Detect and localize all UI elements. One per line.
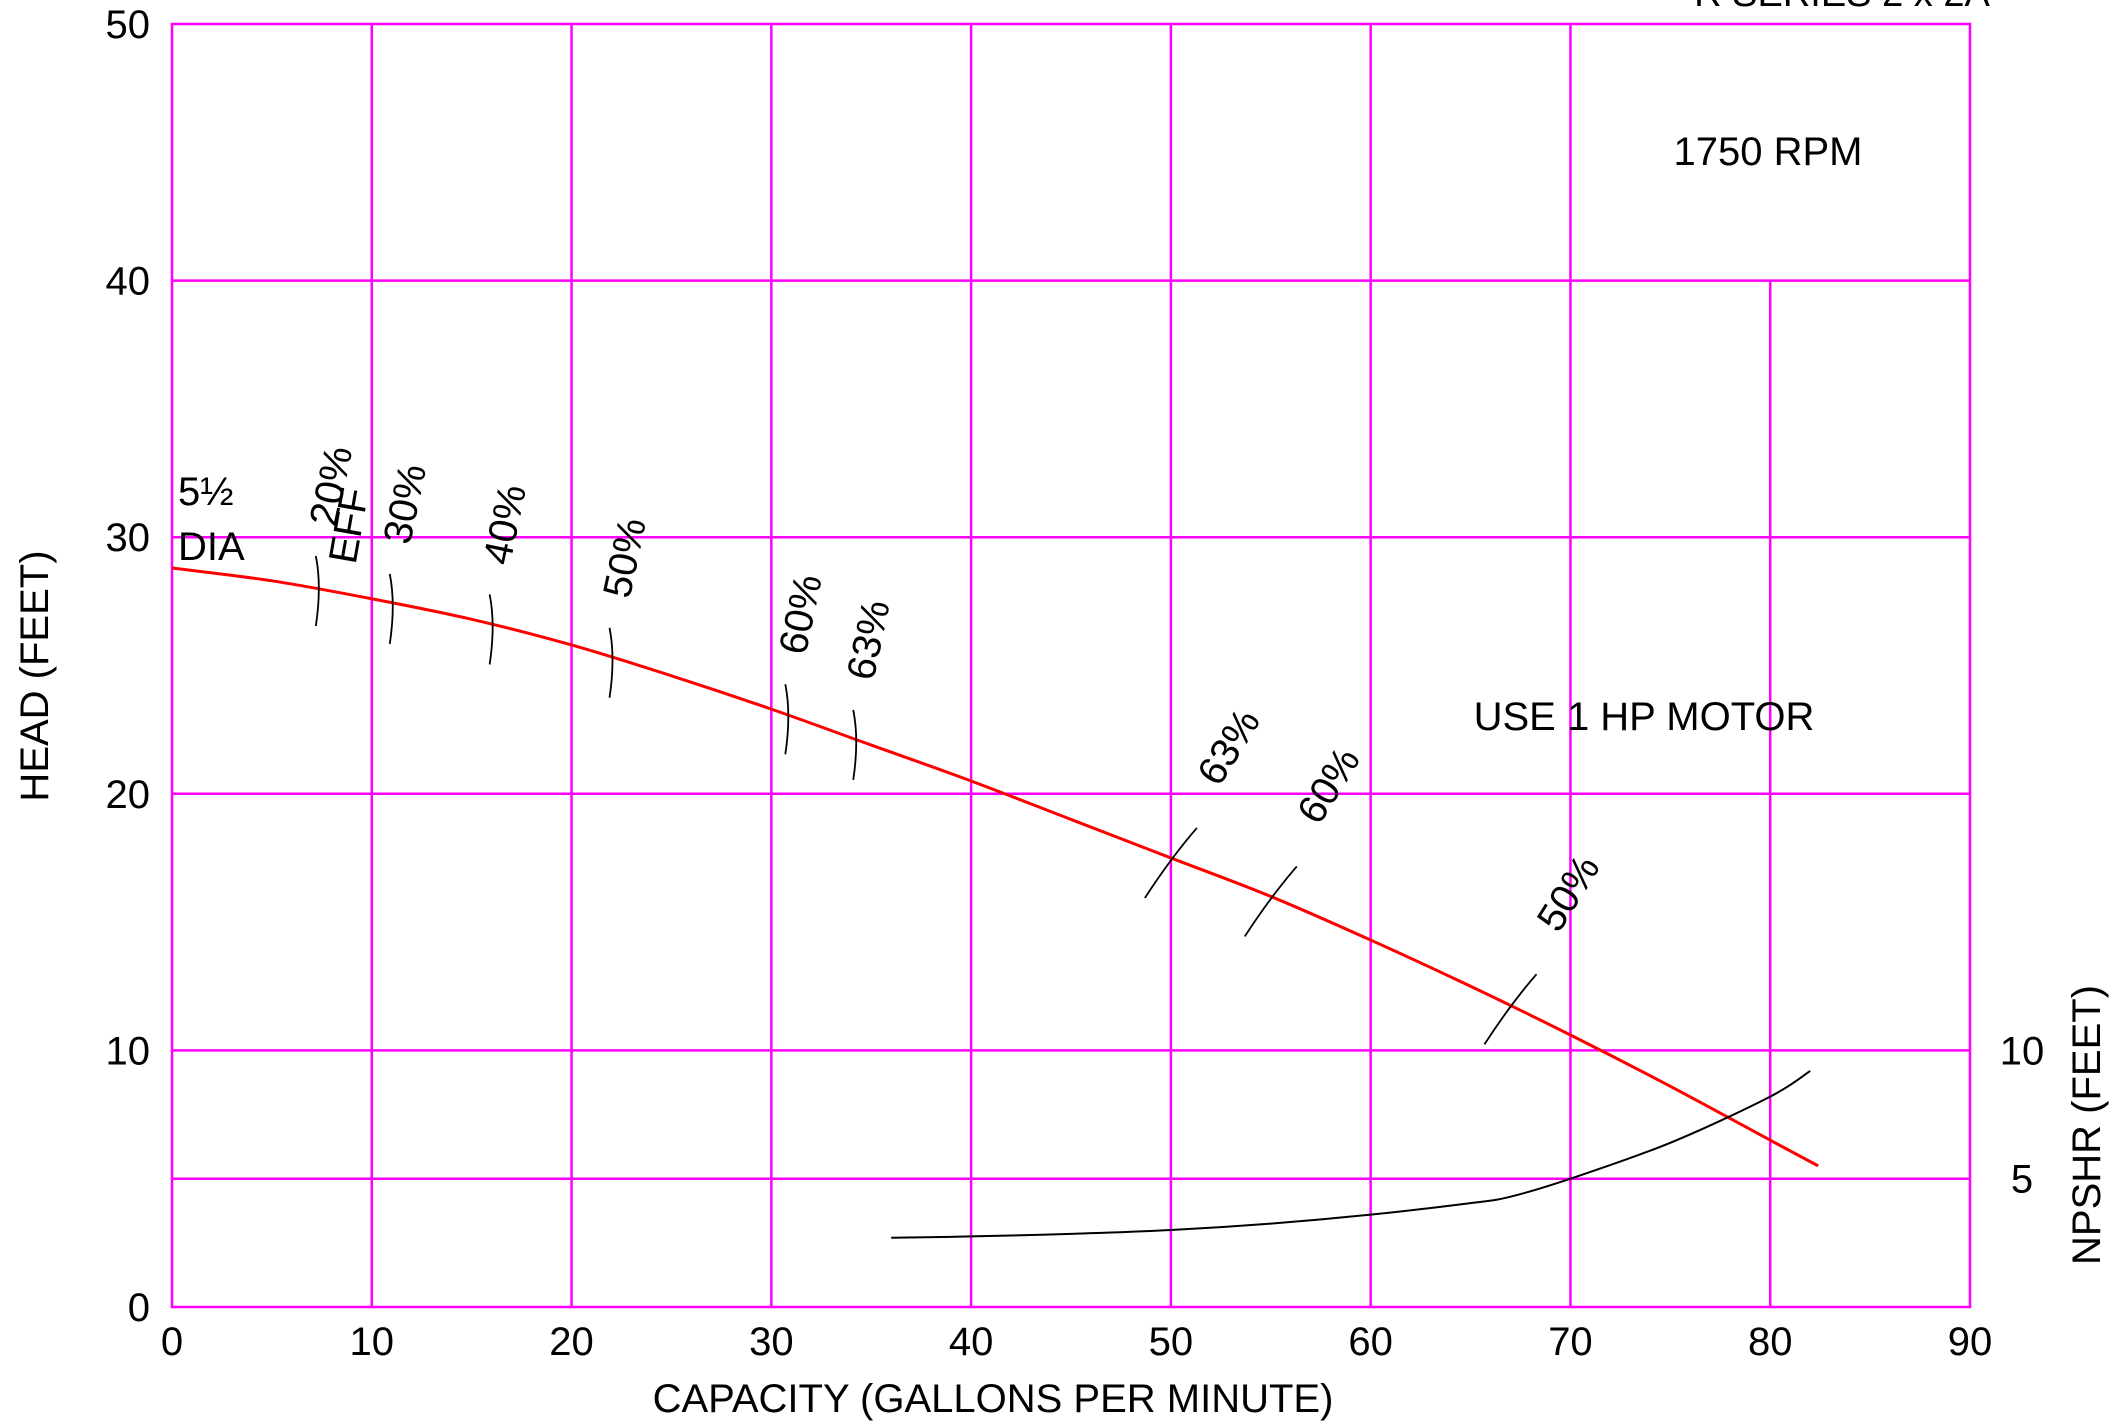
series bbox=[171, 566, 1819, 1239]
x-axis-label: CAPACITY (GALLONS PER MINUTE) bbox=[653, 1377, 1334, 1421]
efficiency-tick bbox=[314, 555, 320, 627]
efficiency-tick bbox=[608, 627, 614, 698]
x-tick-label: 80 bbox=[1748, 1320, 1793, 1364]
efficiency-tick bbox=[488, 594, 494, 665]
y2-tick-label: 5 bbox=[2011, 1158, 2033, 1202]
y-tick-label: 30 bbox=[106, 516, 151, 560]
efficiency-tick bbox=[1244, 865, 1298, 937]
x-tick-label: 70 bbox=[1548, 1320, 1593, 1364]
diameter-label-line2: DIA bbox=[178, 525, 245, 569]
motor-label: USE 1 HP MOTOR bbox=[1474, 695, 1815, 739]
x-tick-label: 60 bbox=[1348, 1320, 1393, 1364]
efficiency-tick bbox=[784, 684, 790, 755]
x-tick-label: 40 bbox=[949, 1320, 994, 1364]
efficiency-tick bbox=[1144, 827, 1198, 899]
efficiency-tick bbox=[388, 573, 394, 645]
diameter-label-line1: 5½ bbox=[178, 470, 234, 514]
npshr-curve-series bbox=[891, 1070, 1811, 1239]
plot-frame bbox=[170, 22, 1972, 1309]
rpm-label: 1750 RPM bbox=[1674, 130, 1863, 174]
head-curve-series bbox=[171, 566, 1819, 1168]
x-tick-label: 50 bbox=[1149, 1320, 1194, 1364]
y-axis-label: HEAD (FEET) bbox=[13, 550, 57, 801]
y-tick-label: 20 bbox=[106, 773, 151, 817]
x-tick-label: 20 bbox=[549, 1320, 594, 1364]
tick-labels: 0 10 20 30 40 50 60 70 80 90 0 10 20 30 40 50 5 10 bbox=[106, 3, 2045, 1364]
x-tick-label: 10 bbox=[350, 1320, 395, 1364]
y-tick-label: 0 bbox=[128, 1286, 150, 1330]
x-tick-label: 30 bbox=[749, 1320, 794, 1364]
grid bbox=[170, 22, 1972, 1309]
chart-title: R SERIES 2 x 2A bbox=[1694, 0, 1990, 15]
efficiency-tick bbox=[1483, 973, 1538, 1045]
efficiency-tick bbox=[852, 709, 858, 781]
x-tick-label: 90 bbox=[1948, 1320, 1993, 1364]
y-tick-label: 10 bbox=[106, 1029, 151, 1073]
y-tick-label: 50 bbox=[106, 3, 151, 47]
y2-tick-label: 10 bbox=[2000, 1029, 2045, 1073]
y-tick-label: 40 bbox=[106, 260, 151, 304]
x-tick-label: 0 bbox=[161, 1320, 183, 1364]
y2-axis-label: NPSHR (FEET) bbox=[2065, 985, 2109, 1265]
